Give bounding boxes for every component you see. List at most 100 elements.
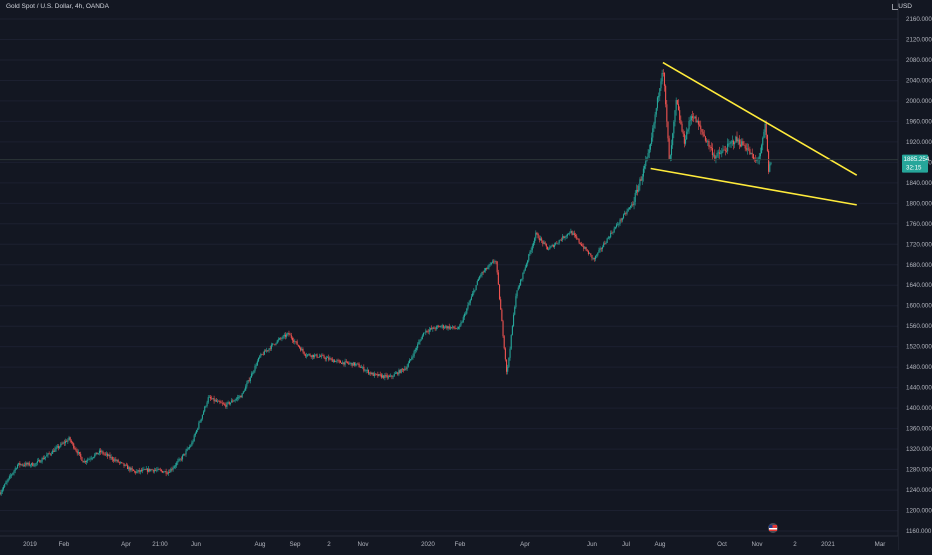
candle-body bbox=[446, 326, 448, 329]
price-tick-label: 1680.000 bbox=[906, 262, 932, 269]
candle-body bbox=[626, 210, 628, 214]
candle-body bbox=[473, 290, 475, 294]
candle-body bbox=[348, 362, 350, 364]
candle-body bbox=[673, 121, 675, 134]
candle-body bbox=[651, 137, 653, 145]
candle-body bbox=[441, 325, 443, 327]
trendlines[interactable] bbox=[650, 61, 858, 206]
candle-body bbox=[710, 146, 712, 149]
candle-body bbox=[207, 397, 209, 403]
candle-body bbox=[397, 372, 399, 375]
candle-body bbox=[555, 242, 557, 245]
price-tick-label: 1760.000 bbox=[906, 221, 932, 228]
currency-menu-icon[interactable] bbox=[892, 4, 898, 10]
candle-body bbox=[358, 364, 360, 368]
candle-body bbox=[418, 342, 420, 345]
candle-body bbox=[639, 179, 641, 186]
candle-body bbox=[539, 238, 542, 241]
currency-label[interactable]: USD bbox=[898, 3, 912, 10]
candle-body bbox=[702, 131, 704, 135]
candle-body bbox=[725, 150, 728, 152]
candle-body bbox=[745, 148, 747, 150]
candle-body bbox=[121, 462, 123, 463]
candle-body bbox=[255, 365, 257, 367]
candle-body bbox=[105, 453, 108, 455]
candle-body bbox=[268, 348, 270, 351]
candle-body bbox=[544, 242, 546, 244]
bar-countdown-label: 32:15 bbox=[906, 165, 922, 172]
candle-body bbox=[762, 138, 764, 146]
candle-body bbox=[738, 139, 740, 145]
candle-body bbox=[118, 462, 120, 463]
candle-body bbox=[548, 249, 550, 250]
candle-body bbox=[624, 213, 626, 215]
candle-body bbox=[648, 149, 650, 154]
candle-body bbox=[26, 463, 28, 465]
candle-body bbox=[374, 373, 377, 375]
price-tick-label: 1400.000 bbox=[906, 405, 932, 412]
candle-body bbox=[503, 336, 505, 349]
candle-body bbox=[572, 233, 574, 235]
candle-body bbox=[666, 104, 668, 122]
candle-body bbox=[466, 308, 468, 314]
candle-body bbox=[571, 230, 573, 235]
candle-body bbox=[585, 247, 587, 251]
candle-body bbox=[186, 448, 188, 451]
candle-body bbox=[162, 470, 164, 473]
candle-body bbox=[283, 334, 285, 337]
candle-body bbox=[301, 349, 303, 351]
candle-body bbox=[469, 299, 471, 303]
candle-body bbox=[613, 228, 615, 233]
candle-body bbox=[507, 366, 509, 372]
candle-body bbox=[694, 116, 696, 119]
candle-body bbox=[139, 470, 141, 472]
candle-body bbox=[137, 470, 139, 472]
candle-body bbox=[257, 357, 260, 362]
candle-body bbox=[483, 270, 485, 273]
candle-body bbox=[456, 328, 458, 330]
candle-body bbox=[274, 344, 276, 345]
candle-body bbox=[81, 456, 83, 461]
candle-body bbox=[214, 400, 216, 402]
candle-body bbox=[667, 121, 669, 139]
candle-body bbox=[305, 355, 308, 357]
candle-body bbox=[2, 486, 5, 490]
candle-body bbox=[391, 375, 393, 377]
candle-body bbox=[60, 443, 62, 447]
candle-body bbox=[144, 469, 146, 470]
candle-body bbox=[487, 267, 489, 270]
candle-body bbox=[766, 134, 768, 151]
candle-body bbox=[447, 326, 449, 329]
candle-body bbox=[0, 491, 2, 495]
candle-body bbox=[693, 117, 695, 119]
candle-body bbox=[178, 459, 180, 461]
candle-body bbox=[194, 433, 196, 436]
candle-body bbox=[109, 454, 111, 458]
candle-body bbox=[177, 460, 179, 463]
candle-body bbox=[635, 189, 637, 193]
upper-trendline[interactable] bbox=[662, 61, 858, 176]
time-tick-label: 2021 bbox=[821, 541, 835, 548]
candle-body bbox=[625, 213, 627, 214]
candle-body bbox=[314, 355, 316, 358]
candle-body bbox=[735, 136, 737, 143]
candle-body bbox=[663, 72, 666, 86]
candle-body bbox=[97, 453, 99, 455]
candle-body bbox=[551, 245, 553, 247]
candle-body bbox=[413, 351, 415, 357]
candle-body bbox=[59, 446, 61, 448]
candle-body bbox=[439, 326, 441, 328]
grid-lines bbox=[0, 18, 898, 532]
candle-body bbox=[468, 302, 470, 306]
candle-body bbox=[505, 359, 508, 372]
time-tick-label: 2 bbox=[327, 541, 331, 548]
price-tick-label: 1560.000 bbox=[906, 323, 932, 330]
lower-trendline[interactable] bbox=[650, 167, 857, 206]
event-flag-icon[interactable] bbox=[768, 523, 778, 533]
candle-body bbox=[522, 272, 524, 280]
candle-body bbox=[190, 445, 192, 447]
candle-body bbox=[172, 467, 174, 470]
candle-body bbox=[349, 363, 351, 364]
